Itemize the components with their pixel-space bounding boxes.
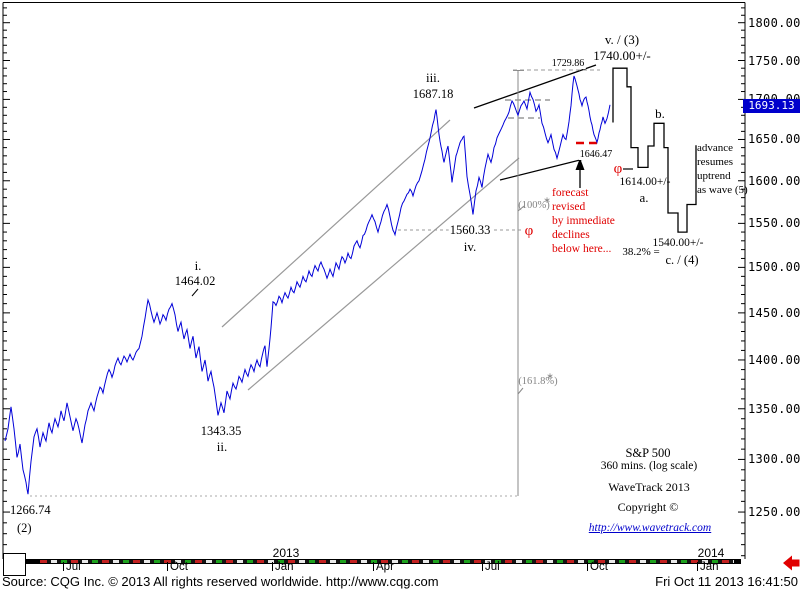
- price-scale-label: 1550.00: [748, 216, 800, 231]
- label-fib-161: (161.8%): [518, 376, 558, 387]
- label-target-1540: 1540.00+/-: [652, 237, 704, 249]
- fib-161-asterisk: ∗: [546, 371, 554, 381]
- label-price-1266: 1266.74: [10, 503, 51, 517]
- month-tick: [482, 562, 483, 571]
- label-wave-iii: iii.: [425, 70, 441, 85]
- price-scale-label: 1250.00: [748, 505, 800, 520]
- price-line-sp500: [4, 75, 611, 495]
- note-forecast-revised: forecast revised by immediate declines b…: [552, 187, 615, 255]
- label-wave-c4: c. / (4): [665, 253, 699, 267]
- price-scale-label: 1600.00: [748, 173, 800, 188]
- label-wave-a: a.: [639, 190, 649, 205]
- price-scale-label: 1650.00: [748, 132, 800, 147]
- label-price-1464: 1464.02: [174, 274, 216, 288]
- last-price-badge: 1693.13: [743, 99, 800, 113]
- axis-corner-box: [3, 553, 26, 576]
- pivot-1464-tick: [191, 288, 199, 297]
- month-tick: [63, 562, 64, 571]
- month-label: Jan: [275, 561, 294, 573]
- channel-lower-line: [247, 157, 520, 391]
- label-price-1646: 1646.47: [578, 149, 614, 161]
- channel-upper-line: [221, 119, 451, 328]
- diagonal-upper-trendline: [473, 64, 597, 109]
- price-scale-label: 1800.00: [748, 15, 800, 30]
- month-tick: [167, 562, 168, 571]
- month-label: Jul: [66, 561, 81, 573]
- label-wave-i: i.: [194, 258, 202, 273]
- note-advance-resumes: advance resumes uptrend as wave (5): [697, 142, 748, 196]
- price-scale-label: 1500.00: [748, 260, 800, 275]
- source-attribution: Source: CQG Inc. © 2013 All rights reser…: [2, 574, 439, 589]
- label-price-1687: 1687.18: [412, 87, 454, 101]
- label-wave-iv: iv.: [463, 239, 477, 254]
- current-bar-arrow: [783, 555, 800, 571]
- label-target-1614: 1614.00+/-: [619, 176, 671, 188]
- brand-url-link[interactable]: http://www.wavetrack.com: [588, 522, 712, 534]
- brand-wavetrack: WaveTrack 2013: [608, 480, 690, 494]
- month-label: Jul: [485, 561, 500, 573]
- session-color-strip: [40, 560, 734, 563]
- label-target-1740: 1740.00+/-: [593, 48, 651, 63]
- month-tick: [697, 562, 698, 571]
- status-timestamp: Fri Oct 11 2013 16:41:50: [655, 574, 798, 589]
- month-tick: [272, 562, 273, 571]
- month-label: Oct: [590, 561, 608, 573]
- year-label: 2013: [272, 546, 300, 560]
- label-wave-v3: v. / (3): [604, 32, 640, 47]
- price-scale-label: 1300.00: [748, 452, 800, 467]
- label-price-1729: 1729.86: [550, 58, 586, 70]
- label-wave-ii: ii.: [216, 439, 228, 454]
- price-scale-label: 1750.00: [748, 53, 800, 68]
- month-label: Apr: [376, 561, 394, 573]
- month-label: Oct: [170, 561, 188, 573]
- chart-title: S&P 500: [625, 446, 671, 460]
- fib-161-leader: [517, 387, 524, 395]
- month-label: Jan: [700, 561, 719, 573]
- label-fib-100: (100%): [518, 200, 550, 211]
- price-scale-label: 1400.00: [748, 352, 800, 367]
- label-wave-2: (2): [17, 521, 32, 535]
- year-label: 2014: [697, 546, 725, 560]
- price-scale-label: 1450.00: [748, 305, 800, 320]
- phi-symbol-a: φ: [613, 161, 623, 177]
- label-price-1560: 1560.33: [448, 223, 492, 237]
- label-price-1343: 1343.35: [200, 424, 242, 438]
- label-fib-382: 38.2% =: [622, 246, 660, 258]
- month-tick: [587, 562, 588, 571]
- label-wave-b: b.: [655, 106, 665, 121]
- price-scale-label: 1350.00: [748, 401, 800, 416]
- fib-100-asterisk: ∗: [543, 195, 551, 205]
- phi-symbol-b: φ: [524, 223, 534, 239]
- forecast-projection-path: [612, 67, 697, 233]
- chart-subtitle: 360 mins. (log scale): [600, 460, 698, 472]
- brand-copyright: Copyright ©: [617, 500, 679, 514]
- month-tick: [373, 562, 374, 571]
